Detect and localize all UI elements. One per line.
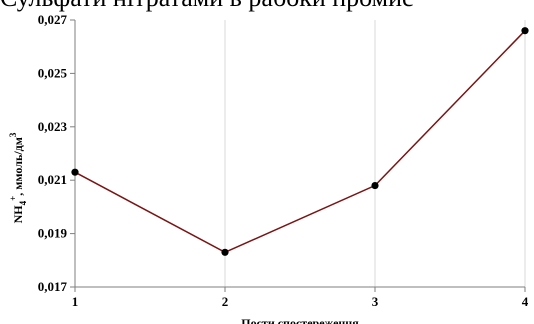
data-point (71, 168, 79, 176)
x-tick-label: 3 (372, 294, 379, 309)
y-tick-label: 0,023 (38, 119, 68, 134)
y-tick-label: 0,021 (38, 172, 67, 187)
data-point (371, 181, 379, 190)
tick-labels: 0,017 0,019 0,021 0,023 0,025 0,027 1 2 3 4 (38, 12, 529, 309)
series-layer (71, 27, 529, 256)
data-point (521, 27, 529, 35)
y-tick-label: 0,017 (38, 279, 68, 294)
series-line (74, 30, 526, 254)
y-tick-label: 0,019 (38, 226, 68, 241)
x-tick-label: 4 (522, 294, 529, 309)
data-point (221, 248, 229, 256)
x-tick-label: 1 (72, 294, 79, 309)
y-tick-label: 0,025 (38, 65, 68, 80)
x-tick-label: 2 (222, 294, 229, 309)
x-axis-title: Пости спостереження (241, 316, 359, 324)
axes (70, 19, 526, 292)
grid-lines (224, 20, 526, 287)
cropped-header-text: Сульфати нітратами в рабоки промис (0, 0, 534, 12)
y-axis-title: NH4+, ммоль/дм3 (8, 132, 28, 223)
y-tick-label: 0,027 (38, 12, 68, 27)
